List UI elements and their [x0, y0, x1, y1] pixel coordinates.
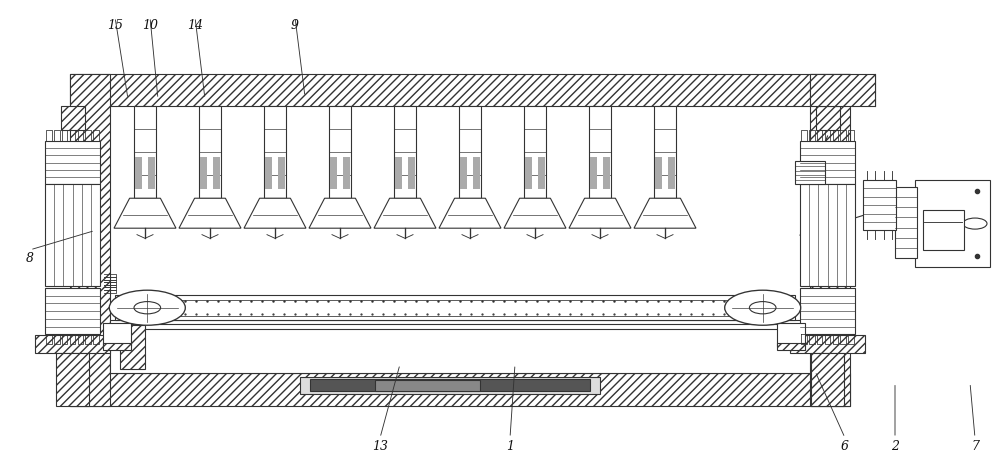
Text: 13: 13 [372, 440, 388, 453]
Bar [103, 343, 131, 350]
Bar [330, 157, 337, 189]
Bar [300, 377, 600, 394]
Text: 8: 8 [26, 252, 34, 265]
Bar [790, 335, 865, 353]
Polygon shape [569, 198, 631, 228]
Bar [777, 343, 805, 350]
Bar [800, 184, 855, 286]
Bar [863, 180, 896, 230]
Bar [395, 157, 402, 189]
Bar [800, 288, 855, 334]
Text: 14: 14 [187, 19, 203, 32]
Bar [915, 180, 990, 267]
Circle shape [134, 301, 161, 314]
Bar [473, 157, 480, 189]
Bar [45, 288, 100, 334]
Bar [329, 106, 351, 198]
Bar [524, 106, 546, 198]
Bar [103, 323, 131, 346]
Bar [56, 353, 89, 406]
Bar [70, 373, 850, 406]
Circle shape [109, 290, 185, 325]
Bar [810, 74, 875, 106]
Text: 2: 2 [891, 440, 899, 453]
Bar [135, 157, 142, 189]
Bar [460, 157, 467, 189]
Bar [110, 320, 810, 373]
Bar [590, 157, 597, 189]
Bar [199, 106, 221, 198]
Text: 1: 1 [506, 440, 514, 453]
Bar [589, 106, 611, 198]
Circle shape [963, 218, 987, 229]
Bar [459, 106, 481, 198]
Bar [60, 106, 84, 130]
Bar [811, 353, 844, 406]
Bar [35, 335, 110, 353]
Bar [394, 106, 416, 198]
Circle shape [725, 290, 801, 325]
Polygon shape [179, 198, 241, 228]
Bar [538, 157, 545, 189]
Text: 10: 10 [142, 19, 158, 32]
Bar [375, 380, 480, 390]
Text: 15: 15 [107, 19, 123, 32]
Circle shape [749, 301, 776, 314]
Bar [408, 157, 415, 189]
Bar [777, 323, 805, 346]
Bar [525, 157, 532, 189]
Bar [134, 106, 156, 198]
Bar [265, 157, 272, 189]
Bar [264, 106, 286, 198]
Bar [278, 157, 285, 189]
Bar [115, 295, 795, 320]
Bar [148, 157, 155, 189]
Text: 9: 9 [291, 19, 299, 32]
Bar [45, 141, 100, 184]
Bar [795, 161, 825, 184]
Bar [655, 157, 662, 189]
Bar [213, 157, 220, 189]
Bar [895, 187, 917, 258]
Bar [120, 325, 145, 369]
Bar [923, 210, 964, 250]
Polygon shape [439, 198, 501, 228]
Bar [70, 74, 850, 106]
Text: 7: 7 [971, 440, 979, 453]
Bar [668, 157, 675, 189]
Text: 6: 6 [841, 440, 849, 453]
Polygon shape [114, 198, 176, 228]
Polygon shape [504, 198, 566, 228]
Polygon shape [309, 198, 371, 228]
Bar [816, 106, 840, 130]
Bar [310, 379, 590, 391]
Bar [603, 157, 610, 189]
Bar [200, 157, 207, 189]
Bar [654, 106, 676, 198]
Bar [343, 157, 350, 189]
Bar [800, 141, 855, 184]
Bar [810, 74, 850, 406]
Bar [45, 184, 100, 286]
Polygon shape [634, 198, 696, 228]
Bar [70, 74, 110, 406]
Polygon shape [244, 198, 306, 228]
Polygon shape [374, 198, 436, 228]
